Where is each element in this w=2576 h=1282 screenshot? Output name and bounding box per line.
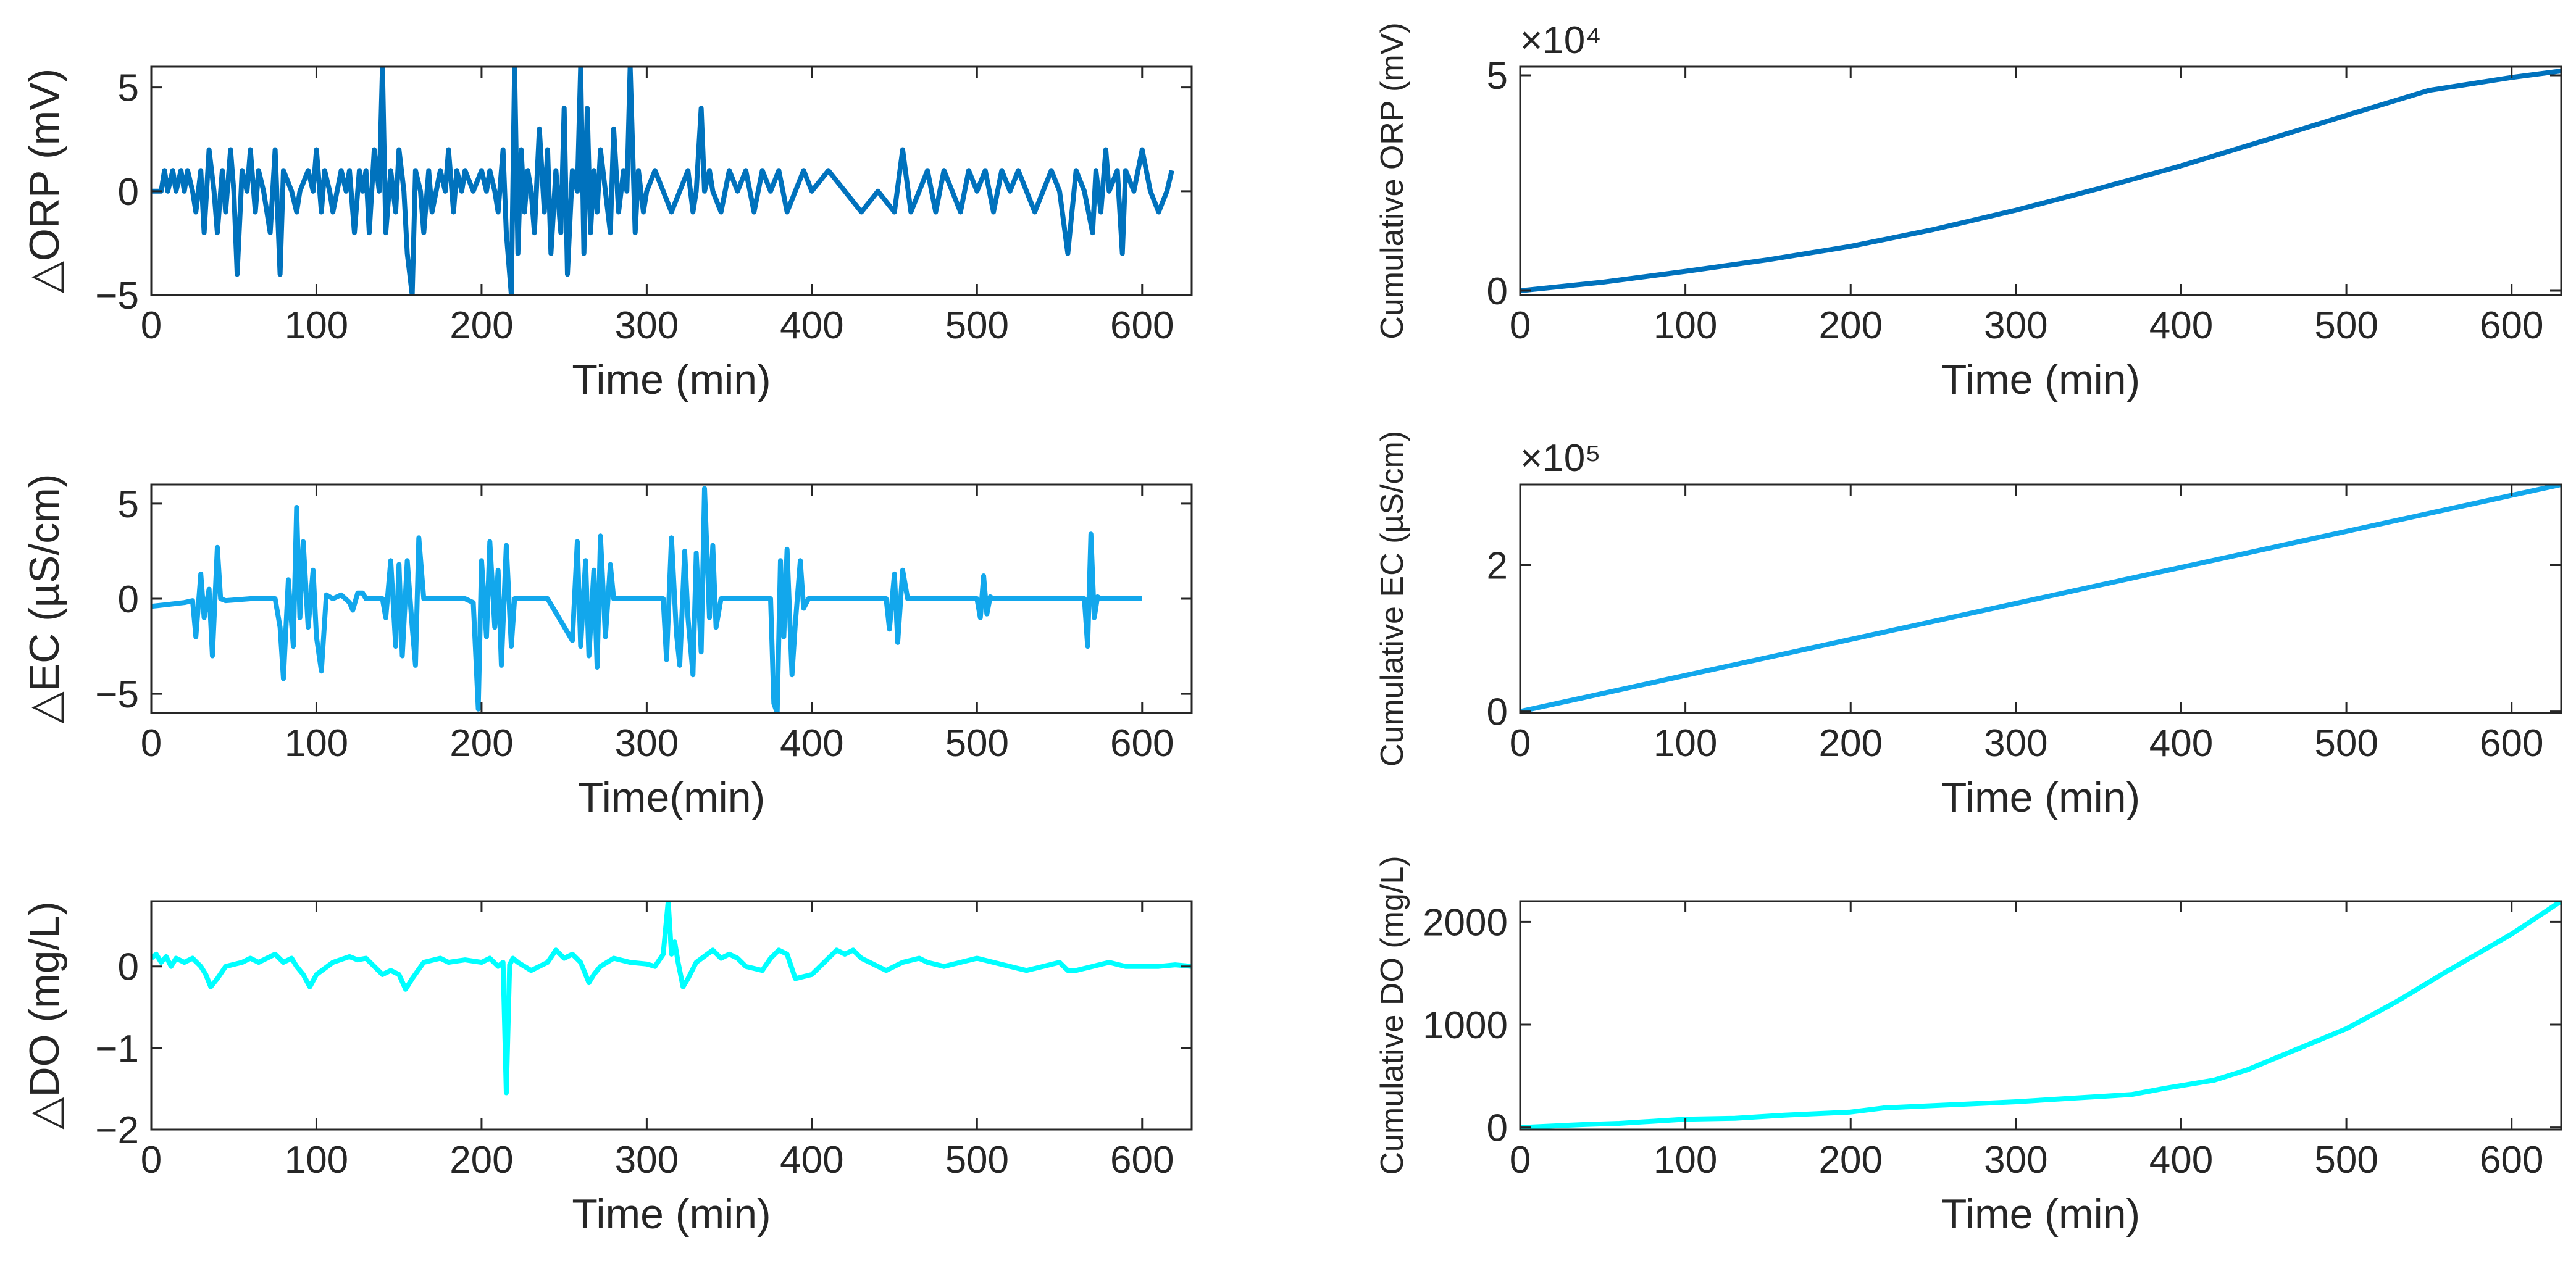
- x-tick-label: 300: [1984, 1139, 2047, 1181]
- y-axis-label: Cumulative ORP (mV): [1374, 22, 1410, 339]
- x-tick-label: 100: [285, 722, 348, 765]
- y-tick-label: 0: [1487, 691, 1508, 734]
- y-tick-label: 0: [1487, 1107, 1508, 1150]
- axes-box: [150, 900, 1193, 1131]
- x-tick-label: 500: [945, 1139, 1009, 1181]
- x-tick-label: 100: [1654, 304, 1717, 347]
- y-tick-label: −5: [95, 275, 139, 317]
- x-tick-label: 100: [1654, 722, 1717, 765]
- y-tick-label: 2000: [1423, 901, 1508, 944]
- y-axis-exponent: ×10⁵: [1520, 437, 1601, 480]
- y-tick-label: 0: [118, 946, 139, 989]
- subplot-c-ec: 0 100 200 300 400 500 600 0 2 Time (min) Cumulativ…: [1374, 431, 2562, 821]
- axes-box: [150, 65, 1193, 296]
- x-tick-label: 0: [1510, 722, 1531, 765]
- x-tick-label: 400: [2149, 304, 2213, 347]
- x-tick-label: 600: [2480, 304, 2543, 347]
- x-tick-label: 200: [450, 722, 513, 765]
- series-line-d-orp: [151, 67, 1174, 295]
- y-tick-label: −5: [95, 673, 139, 716]
- y-tick-label: 5: [118, 483, 139, 526]
- y-tick-label: −2: [95, 1109, 139, 1152]
- x-tick-label: 400: [2149, 722, 2213, 765]
- x-tick-label: 400: [780, 1139, 843, 1181]
- x-tick-label: 200: [1819, 1139, 1883, 1181]
- x-tick-label: 300: [1984, 304, 2047, 347]
- x-tick-label: 600: [1110, 722, 1174, 765]
- axes-box: [1519, 483, 2562, 714]
- x-tick-label: 300: [1984, 722, 2047, 765]
- subplot-d-do: 0 100 200 300 400 500 600 −2 −1 0 Time (min) △DO (m…: [21, 900, 1193, 1238]
- x-axis-label: Time (min): [572, 356, 771, 403]
- y-axis-label: △DO (mg/L): [21, 901, 68, 1130]
- series-line-c-ec: [1520, 485, 2561, 713]
- x-tick-label: 0: [141, 722, 162, 765]
- x-tick-label: 0: [141, 304, 162, 347]
- axes-box: [1519, 65, 2562, 296]
- y-axis-label: △ORP (mV): [21, 69, 68, 294]
- x-tick-label: 100: [1654, 1139, 1717, 1181]
- x-tick-label: 600: [1110, 1139, 1174, 1181]
- y-tick-label: 0: [118, 171, 139, 214]
- x-tick-label: 0: [1510, 1139, 1531, 1181]
- y-axis-exponent: ×10⁴: [1520, 19, 1602, 62]
- x-axis-label: Time (min): [1941, 356, 2140, 403]
- x-tick-label: 200: [450, 304, 513, 347]
- series-line-d-ec: [151, 486, 1142, 713]
- x-tick-label: 500: [945, 722, 1009, 765]
- x-tick-label: 400: [2149, 1139, 2213, 1181]
- x-axis-label: Time(min): [578, 774, 765, 821]
- x-tick-label: 600: [2480, 722, 2543, 765]
- x-tick-label: 500: [945, 304, 1009, 347]
- x-tick-label: 0: [1510, 304, 1531, 347]
- x-tick-label: 500: [2314, 1139, 2378, 1181]
- subplot-c-orp: 0 100 200 300 400 500 600 0 5 Time (min) Cumulativ…: [1374, 19, 2562, 403]
- x-tick-label: 200: [450, 1139, 513, 1181]
- y-axis-label: △EC (µS/cm): [21, 473, 68, 723]
- y-tick-label: 0: [1487, 270, 1508, 313]
- x-tick-label: 300: [615, 1139, 679, 1181]
- y-tick-label: 1000: [1423, 1004, 1508, 1047]
- y-axis-label: Cumulative DO (mg/L): [1374, 855, 1410, 1175]
- x-tick-label: 500: [2314, 722, 2378, 765]
- series-line-d-do: [151, 901, 1192, 1096]
- x-axis-label: Time (min): [1941, 774, 2140, 821]
- y-tick-label: 0: [118, 578, 139, 621]
- x-tick-label: 200: [1819, 304, 1883, 347]
- axes-box: [1519, 900, 2562, 1131]
- y-axis-label: Cumulative EC (µS/cm): [1374, 431, 1410, 767]
- x-tick-label: 100: [285, 304, 348, 347]
- subplot-c-do: 0 100 200 300 400 500 600 0 1000 2000 Time (min) Cu…: [1374, 855, 2562, 1238]
- x-tick-label: 500: [2314, 304, 2378, 347]
- series-line-c-do: [1520, 901, 2561, 1130]
- y-tick-label: −1: [95, 1028, 139, 1070]
- y-tick-label: 5: [118, 67, 139, 110]
- x-tick-label: 300: [615, 722, 679, 765]
- y-tick-label: 2: [1487, 544, 1508, 587]
- x-tick-label: 600: [2480, 1139, 2543, 1181]
- x-tick-label: 400: [780, 722, 843, 765]
- x-tick-label: 400: [780, 304, 843, 347]
- x-tick-label: 200: [1819, 722, 1883, 765]
- x-tick-label: 100: [285, 1139, 348, 1181]
- x-tick-label: 600: [1110, 304, 1174, 347]
- y-tick-label: 5: [1487, 55, 1508, 98]
- series-line-c-orp: [1520, 69, 2561, 293]
- x-tick-label: 300: [615, 304, 679, 347]
- x-axis-label: Time (min): [572, 1191, 771, 1238]
- x-axis-label: Time (min): [1941, 1191, 2140, 1238]
- x-tick-label: 0: [141, 1139, 162, 1181]
